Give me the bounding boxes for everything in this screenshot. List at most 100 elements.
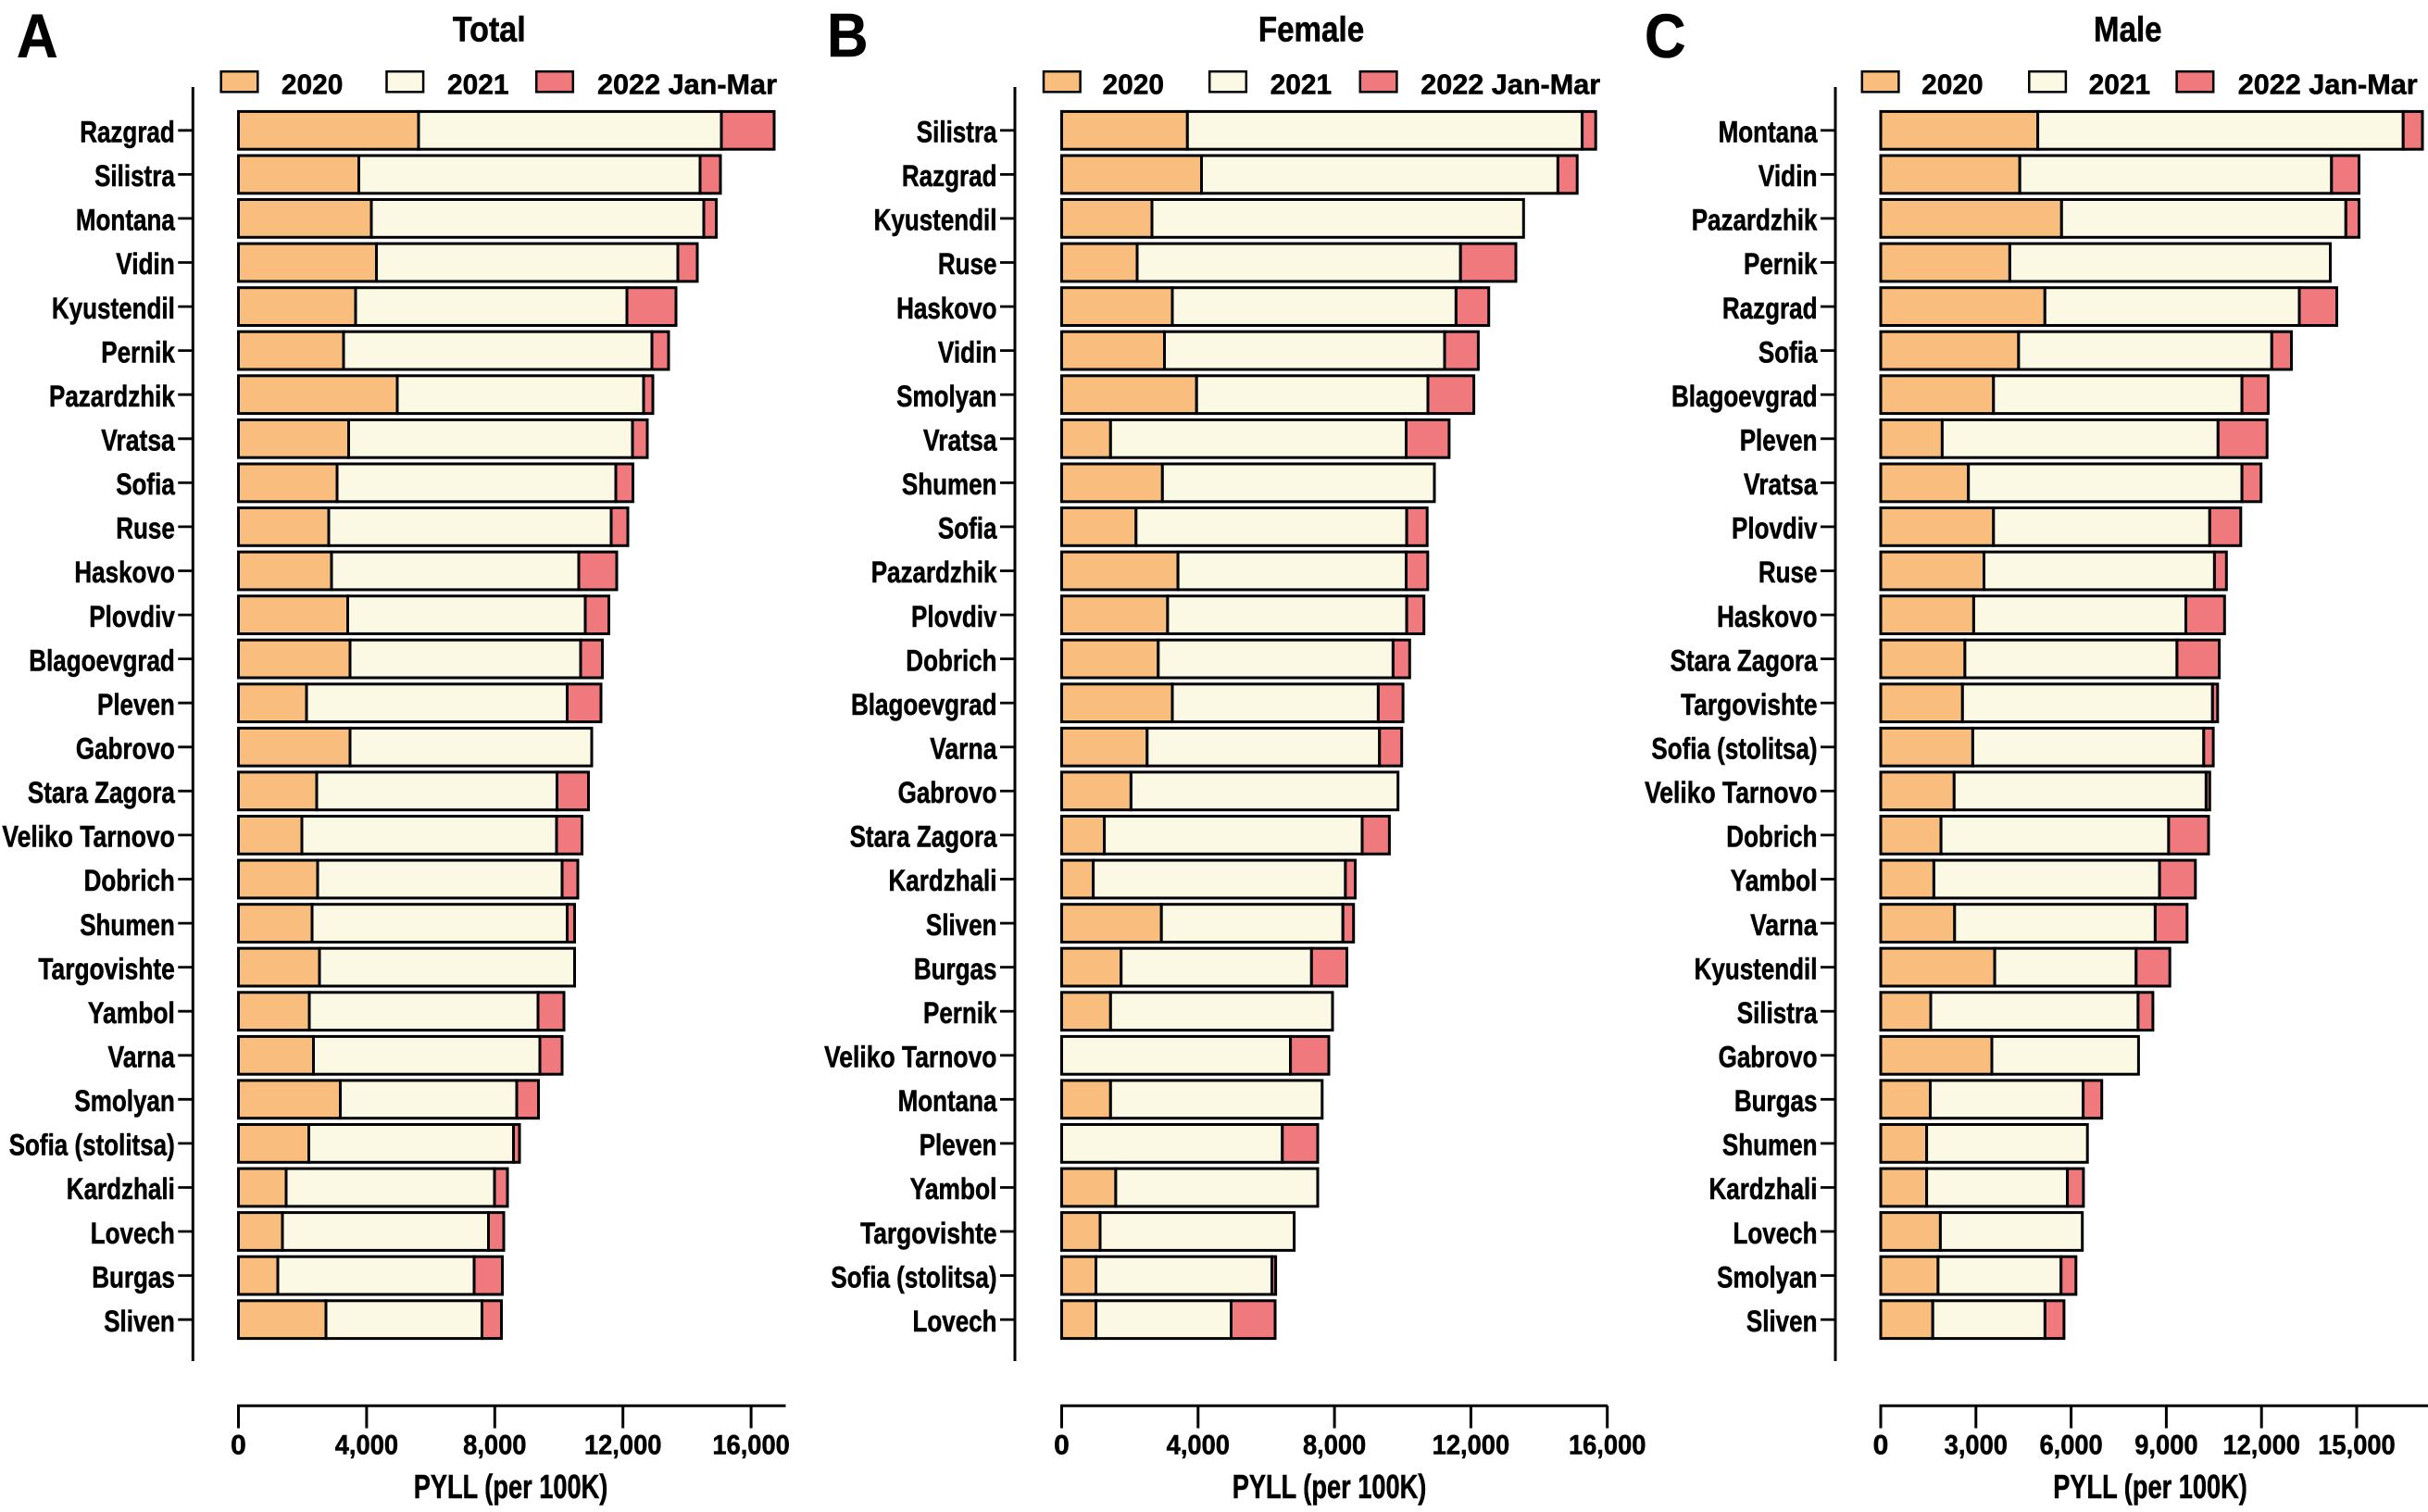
svg-text:Razgrad: Razgrad: [80, 116, 175, 149]
svg-text:Kardzhali: Kardzhali: [1709, 1172, 1818, 1206]
svg-text:Pleven: Pleven: [97, 688, 175, 721]
svg-text:Plovdiv: Plovdiv: [1732, 512, 1818, 545]
svg-text:Silistra: Silistra: [94, 159, 175, 193]
svg-text:Yambol: Yambol: [88, 996, 175, 1030]
svg-text:Pleven: Pleven: [920, 1129, 997, 1162]
svg-text:Ruse: Ruse: [116, 512, 175, 545]
svg-text:Male: Male: [2094, 11, 2162, 50]
svg-text:Pernik: Pernik: [923, 996, 997, 1030]
svg-text:PYLL (per 100K): PYLL (per 100K): [414, 1468, 608, 1506]
svg-text:2022 Jan-Mar: 2022 Jan-Mar: [597, 68, 777, 100]
svg-text:Kardzhali: Kardzhali: [67, 1172, 175, 1206]
svg-text:9,000: 9,000: [2134, 1431, 2197, 1461]
svg-text:Sofia: Sofia: [1758, 335, 1818, 369]
svg-text:2020: 2020: [282, 68, 344, 100]
svg-text:Pernik: Pernik: [101, 335, 175, 369]
svg-text:Montana: Montana: [1719, 116, 1819, 149]
svg-text:6,000: 6,000: [2039, 1431, 2102, 1461]
svg-text:Gabrovo: Gabrovo: [898, 776, 997, 809]
svg-text:Veliko Tarnovo: Veliko Tarnovo: [2, 820, 174, 854]
svg-text:15,000: 15,000: [2318, 1431, 2396, 1461]
svg-text:Blagoevgrad: Blagoevgrad: [1671, 380, 1818, 413]
svg-text:8,000: 8,000: [1303, 1431, 1366, 1461]
svg-text:Sofia (stolitsa): Sofia (stolitsa): [831, 1260, 996, 1293]
svg-text:A: A: [17, 2, 58, 71]
svg-text:Blagoevgrad: Blagoevgrad: [29, 644, 175, 677]
svg-text:Burgas: Burgas: [1734, 1084, 1818, 1118]
svg-text:Pazardzhik: Pazardzhik: [49, 380, 176, 413]
svg-text:2021: 2021: [2089, 68, 2151, 100]
svg-text:Varna: Varna: [1750, 908, 1818, 942]
svg-text:Haskovo: Haskovo: [1717, 600, 1817, 633]
svg-text:Shumen: Shumen: [1722, 1129, 1818, 1162]
svg-text:4,000: 4,000: [1167, 1431, 1230, 1461]
svg-text:Silistra: Silistra: [1737, 996, 1818, 1030]
svg-text:Smolyan: Smolyan: [896, 380, 996, 413]
svg-text:16,000: 16,000: [1569, 1431, 1646, 1461]
svg-text:12,000: 12,000: [2222, 1431, 2300, 1461]
svg-text:Vidin: Vidin: [938, 335, 997, 369]
svg-text:2022 Jan-Mar: 2022 Jan-Mar: [2238, 68, 2418, 100]
svg-text:0: 0: [231, 1431, 246, 1461]
svg-text:12,000: 12,000: [584, 1431, 662, 1461]
svg-text:12,000: 12,000: [1433, 1431, 1510, 1461]
svg-text:Plovdiv: Plovdiv: [911, 600, 997, 633]
svg-text:Targovishte: Targovishte: [1681, 688, 1817, 721]
svg-text:Female: Female: [1258, 11, 1364, 50]
svg-text:Gabrovo: Gabrovo: [76, 732, 175, 766]
svg-text:Sofia (stolitsa): Sofia (stolitsa): [9, 1129, 175, 1162]
svg-text:Kyustendil: Kyustendil: [874, 204, 997, 237]
svg-text:C: C: [1645, 2, 1686, 71]
svg-text:Dobrich: Dobrich: [906, 644, 996, 677]
svg-text:3,000: 3,000: [1945, 1431, 2008, 1461]
svg-text:Dobrich: Dobrich: [84, 864, 175, 897]
svg-text:Kardzhali: Kardzhali: [889, 864, 997, 897]
svg-text:Smolyan: Smolyan: [74, 1084, 174, 1118]
svg-text:B: B: [827, 1, 869, 70]
svg-text:Veliko Tarnovo: Veliko Tarnovo: [1645, 776, 1817, 809]
svg-text:Sliven: Sliven: [1746, 1305, 1818, 1338]
svg-text:Pazardzhik: Pazardzhik: [871, 556, 998, 589]
svg-text:2021: 2021: [447, 68, 509, 100]
svg-text:Targovishte: Targovishte: [860, 1217, 996, 1250]
svg-text:8,000: 8,000: [463, 1431, 526, 1461]
svg-text:Kyustendil: Kyustendil: [52, 292, 175, 325]
svg-text:Sofia (stolitsa): Sofia (stolitsa): [1651, 732, 1817, 766]
svg-text:Silistra: Silistra: [917, 116, 997, 149]
svg-text:PYLL (per 100K): PYLL (per 100K): [1233, 1468, 1427, 1506]
svg-text:Razgrad: Razgrad: [1722, 292, 1818, 325]
svg-text:2020: 2020: [1103, 68, 1165, 100]
svg-text:PYLL (per 100K): PYLL (per 100K): [2053, 1468, 2247, 1506]
svg-text:Montana: Montana: [898, 1084, 998, 1118]
svg-text:Pernik: Pernik: [1744, 247, 1818, 281]
svg-text:Blagoevgrad: Blagoevgrad: [851, 688, 997, 721]
svg-text:Montana: Montana: [76, 204, 176, 237]
svg-text:Haskovo: Haskovo: [74, 556, 174, 589]
svg-text:Burgas: Burgas: [914, 952, 997, 985]
svg-text:Vidin: Vidin: [1758, 159, 1818, 193]
svg-text:Sliven: Sliven: [104, 1305, 175, 1338]
svg-text:Smolyan: Smolyan: [1717, 1260, 1817, 1293]
svg-text:Pazardzhik: Pazardzhik: [1692, 204, 1819, 237]
svg-text:Vratsa: Vratsa: [101, 424, 175, 457]
svg-text:Varna: Varna: [108, 1041, 176, 1074]
svg-text:Vidin: Vidin: [116, 247, 175, 281]
svg-text:Stara Zagora: Stara Zagora: [1671, 644, 1819, 677]
svg-text:Ruse: Ruse: [938, 247, 997, 281]
svg-text:Shumen: Shumen: [80, 908, 175, 942]
svg-text:0: 0: [1054, 1431, 1070, 1461]
svg-text:Vratsa: Vratsa: [923, 424, 997, 457]
svg-text:Kyustendil: Kyustendil: [1695, 952, 1818, 985]
svg-text:Gabrovo: Gabrovo: [1719, 1041, 1818, 1074]
svg-text:Sofia: Sofia: [938, 512, 997, 545]
svg-text:16,000: 16,000: [712, 1431, 790, 1461]
svg-text:Total: Total: [453, 11, 526, 50]
svg-text:Ruse: Ruse: [1758, 556, 1818, 589]
svg-text:Lovech: Lovech: [91, 1217, 175, 1250]
svg-text:Sofia: Sofia: [116, 468, 175, 501]
svg-text:Plovdiv: Plovdiv: [89, 600, 175, 633]
svg-text:Lovech: Lovech: [1733, 1217, 1818, 1250]
svg-text:2021: 2021: [1270, 68, 1333, 100]
svg-text:Dobrich: Dobrich: [1726, 820, 1817, 854]
svg-text:Stara Zagora: Stara Zagora: [28, 776, 176, 809]
